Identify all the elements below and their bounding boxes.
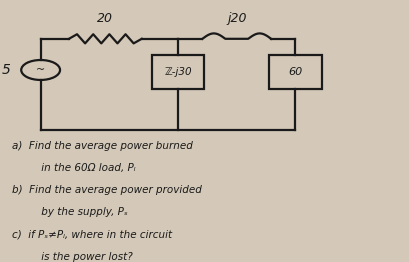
Text: b)  Find the average power provided: b) Find the average power provided [12, 185, 202, 195]
Text: by the supply, Pₛ: by the supply, Pₛ [12, 208, 128, 217]
Text: is the power lost?: is the power lost? [12, 252, 133, 262]
Text: c)  if Pₛ≠Pₗ, where in the circuit: c) if Pₛ≠Pₗ, where in the circuit [12, 230, 172, 240]
Text: 5: 5 [2, 63, 11, 77]
Text: 20: 20 [97, 12, 113, 25]
Text: a)  Find the average power burned: a) Find the average power burned [12, 141, 193, 151]
Text: j20: j20 [227, 12, 246, 25]
Text: in the 60Ω load, Pₗ: in the 60Ω load, Pₗ [12, 163, 135, 173]
Text: 60: 60 [288, 67, 302, 77]
Text: ~: ~ [36, 65, 45, 75]
Text: ℤ-j30: ℤ-j30 [164, 67, 191, 77]
